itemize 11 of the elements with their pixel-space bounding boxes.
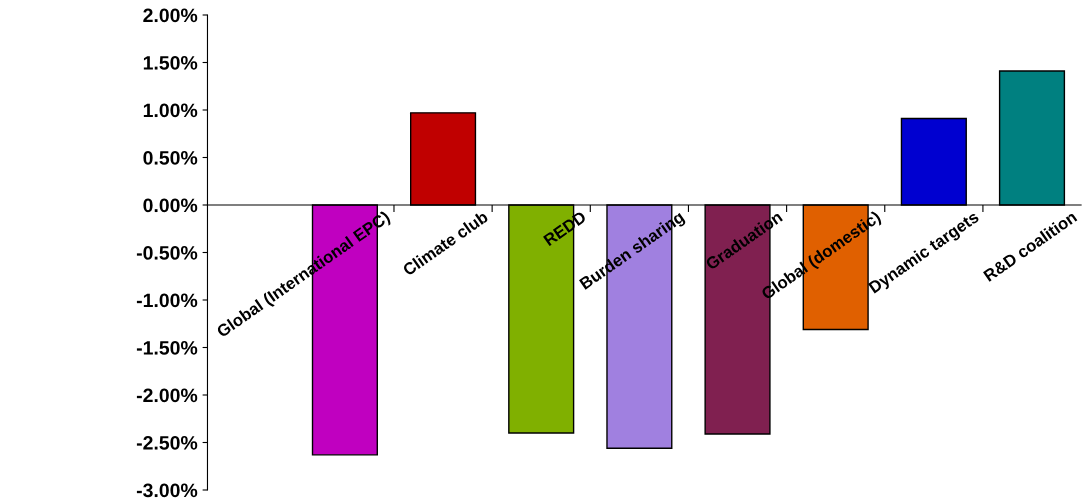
- y-tick-label: 0.50%: [143, 150, 198, 165]
- y-tick-label: -0.50%: [136, 245, 198, 260]
- y-tick-label: -1.00%: [136, 293, 198, 308]
- y-tick-label: 1.00%: [143, 103, 198, 118]
- y-tick-label: 2.00%: [143, 8, 198, 23]
- y-tick-label: -2.50%: [136, 435, 198, 450]
- y-tick-label: 1.50%: [143, 55, 198, 70]
- y-tick-label: -1.50%: [136, 340, 198, 355]
- y-tick-label: -3.00%: [136, 483, 198, 498]
- y-tick-label: 0.00%: [143, 198, 198, 213]
- y-tick-label: -2.00%: [136, 388, 198, 403]
